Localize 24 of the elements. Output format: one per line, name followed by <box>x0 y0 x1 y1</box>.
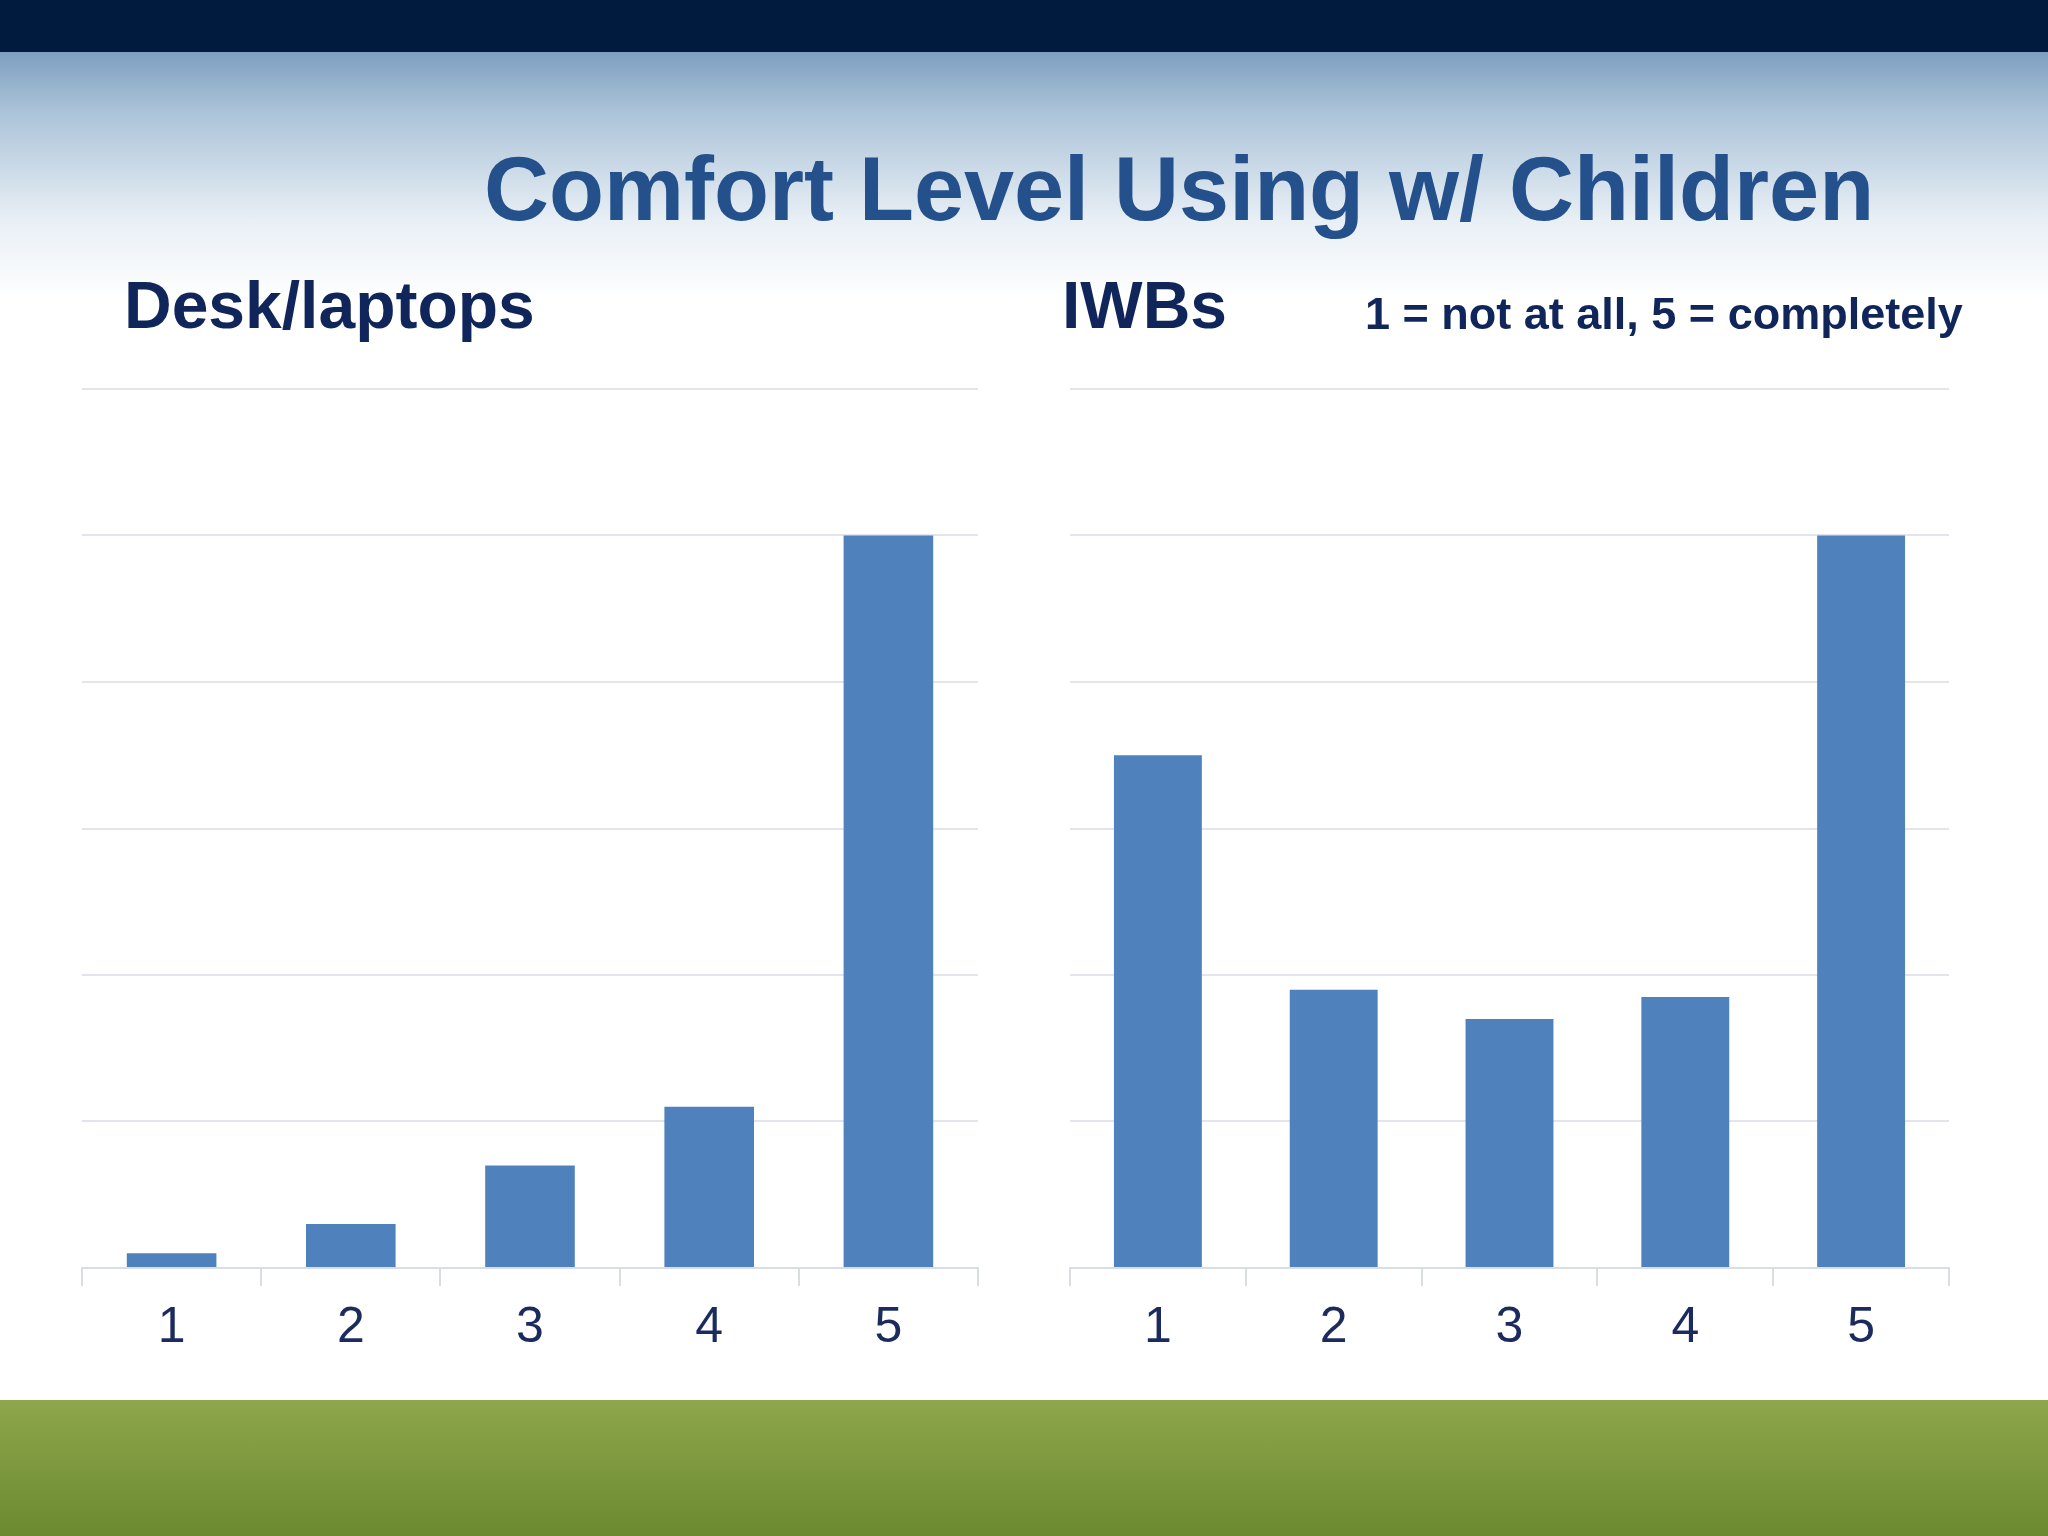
bar <box>126 1253 217 1267</box>
x-tick-label: 1 <box>1143 1296 1172 1353</box>
text: Comfort Level Using w/ Children <box>484 139 1875 239</box>
x-tick-label: 5 <box>1847 1296 1876 1353</box>
chart-subtitle: IWBs <box>1062 268 1227 344</box>
bar <box>1289 989 1378 1267</box>
x-tick-label: 3 <box>1495 1296 1524 1353</box>
bar <box>485 1165 575 1267</box>
bar <box>1641 996 1730 1267</box>
bar <box>843 535 934 1267</box>
chart-subtitle: Desk/laptops <box>124 268 535 344</box>
text: 1 = not at all, 5 = completely <box>1365 288 1963 340</box>
x-tick-label: 5 <box>874 1296 903 1353</box>
x-tick-label: 4 <box>695 1296 724 1353</box>
x-tick-label: 2 <box>1319 1296 1348 1353</box>
x-tick-label: 2 <box>336 1296 365 1353</box>
x-tick-label: 4 <box>1671 1296 1700 1353</box>
bar <box>1817 535 1906 1267</box>
bar <box>1113 755 1202 1267</box>
bar <box>1465 1018 1554 1267</box>
bar <box>306 1224 396 1267</box>
x-tick-label: 3 <box>516 1296 544 1353</box>
x-tick-label: 1 <box>157 1296 186 1353</box>
bar <box>664 1106 754 1267</box>
